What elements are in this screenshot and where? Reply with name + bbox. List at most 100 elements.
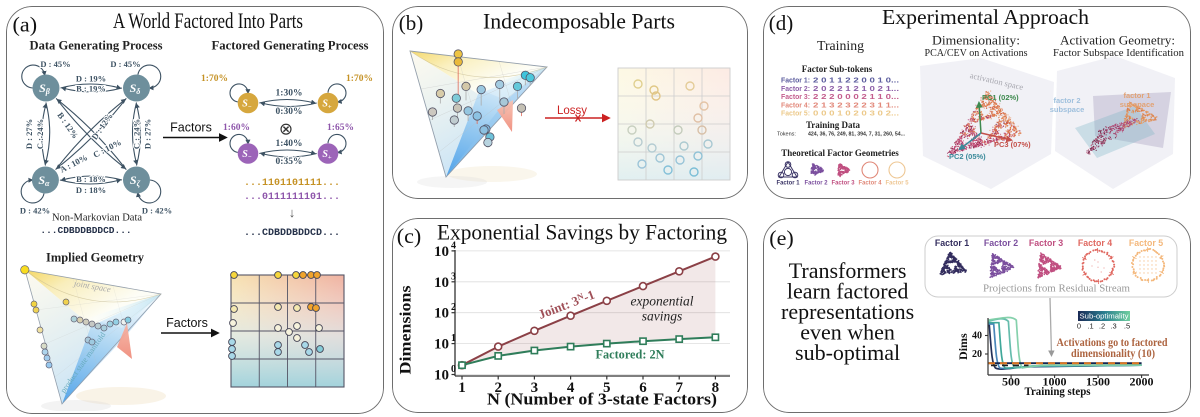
svg-text:10: 10	[434, 244, 449, 260]
svg-text:Factor 1:: Factor 1:	[781, 76, 810, 85]
svg-text:Training Data: Training Data	[806, 120, 861, 130]
svg-text:Factor 2: Factor 2	[805, 180, 828, 187]
svg-text:factor 1: factor 1	[1123, 91, 1150, 100]
svg-text:Training steps: Training steps	[1025, 386, 1091, 398]
svg-text:1: 1	[458, 380, 466, 396]
svg-text:Factor 5:: Factor 5:	[781, 109, 810, 118]
svg-text:7: 7	[675, 380, 683, 396]
svg-text:learn factored: learn factored	[787, 279, 909, 304]
svg-text:Indecomposable Parts: Indecomposable Parts	[483, 8, 675, 33]
svg-text:20: 20	[972, 349, 982, 360]
svg-text:joint space: joint space	[72, 278, 111, 294]
svg-text:Factor 3:: Factor 3:	[781, 92, 810, 101]
svg-text:Factor 2: Factor 2	[984, 238, 1018, 248]
svg-text:A World Factored Into Parts: A World Factored Into Parts	[113, 8, 303, 33]
svg-text:C : 24%: C : 24%	[132, 119, 142, 149]
svg-text:dimensionality (10): dimensionality (10)	[1071, 348, 1155, 360]
svg-text:D : 42%: D : 42%	[142, 206, 172, 216]
svg-text:500: 500	[1002, 375, 1020, 389]
svg-text:N (Number of 3-state Factors): N (Number of 3-state Factors)	[487, 390, 717, 409]
svg-text:0 0 0 1 0 2 0 3 0 2...: 0 0 0 1 0 2 0 3 0 2...	[813, 109, 899, 118]
svg-text:40: 40	[972, 331, 982, 342]
svg-text:1:70%: 1:70%	[201, 74, 228, 84]
svg-text:1500: 1500	[1086, 375, 1110, 389]
svg-text:...1101101111...: ...1101101111...	[244, 178, 340, 189]
svg-text:1:60%: 1:60%	[223, 123, 250, 133]
svg-text:4: 4	[567, 380, 575, 396]
svg-text:Factor 3: Factor 3	[832, 180, 855, 187]
svg-text:Factor 3: Factor 3	[1029, 238, 1063, 248]
svg-text:D : 19%: D : 19%	[76, 74, 106, 84]
svg-text:S−: S−	[242, 149, 252, 161]
svg-text:D : 12%: D : 12%	[89, 111, 115, 142]
svg-text:1:70%: 1:70%	[346, 74, 373, 84]
svg-text:1:40%: 1:40%	[276, 139, 303, 149]
svg-text:2: 2	[451, 302, 456, 313]
svg-text:D : 27%: D : 27%	[143, 119, 153, 149]
svg-text:Factor Sub-tokens: Factor Sub-tokens	[802, 64, 873, 74]
svg-text:Lossy: Lossy	[557, 105, 587, 117]
svg-text:(c): (c)	[397, 224, 422, 248]
svg-text:D : 45%: D : 45%	[110, 59, 140, 69]
svg-text:2: 2	[494, 380, 502, 396]
svg-text:Exponential Savings by Factori: Exponential Savings by Factoring	[437, 220, 727, 245]
svg-text:representations: representations	[781, 299, 914, 324]
svg-text:S−: S−	[242, 99, 252, 111]
svg-text:Factor 2:: Factor 2:	[781, 84, 810, 93]
svg-text:Factor 4:: Factor 4:	[781, 100, 810, 109]
svg-text:5: 5	[603, 380, 611, 396]
svg-text:Training: Training	[817, 39, 864, 54]
svg-text:0: 0	[451, 364, 456, 375]
svg-text:B : 19%: B : 19%	[76, 84, 106, 94]
svg-text:.3: .3	[1110, 322, 1116, 331]
svg-text:D : 42%: D : 42%	[20, 206, 50, 216]
svg-text:Sζ: Sζ	[130, 173, 141, 188]
svg-text:B : 12%: B : 12%	[55, 110, 80, 140]
svg-text:10: 10	[434, 337, 449, 353]
svg-text:2000: 2000	[1130, 375, 1154, 389]
svg-text:(e): (e)	[769, 226, 794, 250]
svg-text:B : 18%: B : 18%	[76, 174, 106, 184]
svg-text:1:30%: 1:30%	[276, 89, 303, 99]
svg-text:2 2 2 0 0 0 2 1 1 0...: 2 2 2 0 0 0 2 1 1 0...	[813, 92, 899, 101]
svg-text:S+: S+	[322, 149, 332, 161]
svg-text:sub-optimal: sub-optimal	[795, 340, 900, 365]
svg-text:3: 3	[451, 271, 456, 282]
svg-text:subspace: subspace	[1050, 105, 1085, 114]
svg-text:D : 45%: D : 45%	[40, 59, 70, 69]
svg-text:8: 8	[712, 380, 720, 396]
svg-text:6: 6	[639, 380, 647, 396]
svg-text:3: 3	[531, 380, 539, 396]
svg-text:1: 1	[451, 333, 456, 344]
svg-text:(a): (a)	[13, 13, 38, 37]
svg-text:(b): (b)	[399, 11, 424, 35]
svg-text:Projections from Residual Stre: Projections from Residual Stream	[983, 283, 1130, 295]
svg-text:Dims: Dims	[956, 333, 970, 360]
svg-text:2 0 2 2 1 2 1 0 2 1...: 2 0 2 2 1 2 1 0 2 1...	[813, 84, 899, 93]
svg-text:...CDBDDBDDCD...: ...CDBDDBDDCD...	[40, 225, 131, 236]
svg-text:4: 4	[451, 240, 456, 251]
svg-text:...CDBDDBDDCD...: ...CDBDDBDDCD...	[244, 228, 340, 239]
svg-text:activation space: activation space	[969, 70, 1025, 92]
svg-text:Implied Geometry: Implied Geometry	[46, 251, 145, 265]
svg-text:10: 10	[434, 368, 449, 384]
svg-text:Tokens:: Tokens:	[777, 132, 796, 138]
svg-text:2 1 3 2 3 2 2 3 1 1...: 2 1 3 2 3 2 2 3 1 1...	[813, 100, 899, 109]
svg-text:Dimensionality:: Dimensionality:	[932, 34, 1020, 48]
svg-text:Factored: 2N: Factored: 2N	[596, 348, 665, 362]
svg-text:exponential: exponential	[631, 294, 694, 309]
svg-text:D : 18%: D : 18%	[76, 185, 106, 195]
svg-text:Factored Generating Process: Factored Generating Process	[212, 39, 369, 53]
svg-text:(d): (d)	[769, 11, 794, 35]
svg-text:Sβ: Sβ	[39, 81, 51, 96]
svg-text:2 0 1 1 2 2 0 0 1 0...: 2 0 1 1 2 2 0 0 1 0...	[813, 76, 899, 85]
svg-text:Sub-optimality: Sub-optimality	[1080, 312, 1129, 321]
svg-text:.1: .1	[1087, 322, 1093, 331]
svg-text:10: 10	[434, 275, 449, 291]
svg-text:.2: .2	[1099, 322, 1105, 331]
svg-text:Factor 5: Factor 5	[886, 180, 909, 187]
svg-text:Factors: Factors	[170, 121, 212, 135]
svg-text:Transformers: Transformers	[789, 258, 907, 283]
svg-text:C : 10%: C : 10%	[91, 137, 122, 160]
svg-text:subspace: subspace	[1120, 100, 1155, 109]
